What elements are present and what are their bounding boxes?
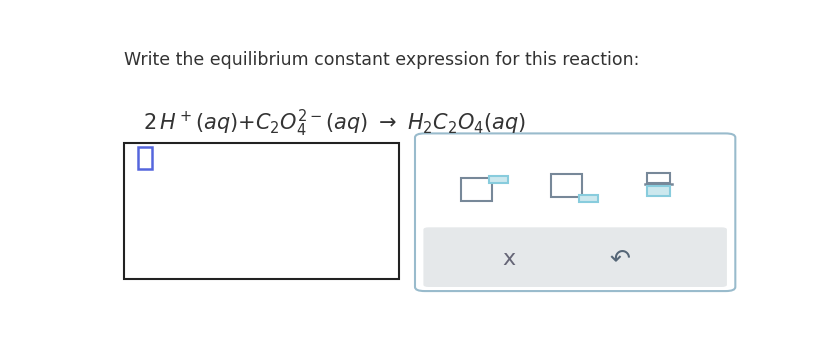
FancyBboxPatch shape bbox=[551, 174, 582, 197]
FancyBboxPatch shape bbox=[124, 143, 399, 279]
FancyBboxPatch shape bbox=[647, 173, 670, 183]
FancyBboxPatch shape bbox=[647, 186, 670, 196]
Text: $2\,H^+(aq){+}C_2O_4^{2-}(aq)\ {\rightarrow}\ H_2C_2O_4(aq)$: $2\,H^+(aq){+}C_2O_4^{2-}(aq)\ {\rightar… bbox=[144, 108, 526, 139]
Text: x: x bbox=[503, 249, 515, 269]
FancyBboxPatch shape bbox=[138, 147, 152, 169]
FancyBboxPatch shape bbox=[423, 227, 727, 287]
FancyBboxPatch shape bbox=[415, 133, 736, 291]
Text: Write the equilibrium constant expression for this reaction:: Write the equilibrium constant expressio… bbox=[124, 50, 639, 68]
FancyBboxPatch shape bbox=[579, 195, 599, 202]
Text: ↶: ↶ bbox=[610, 247, 630, 271]
FancyBboxPatch shape bbox=[461, 178, 492, 201]
FancyBboxPatch shape bbox=[488, 176, 508, 184]
